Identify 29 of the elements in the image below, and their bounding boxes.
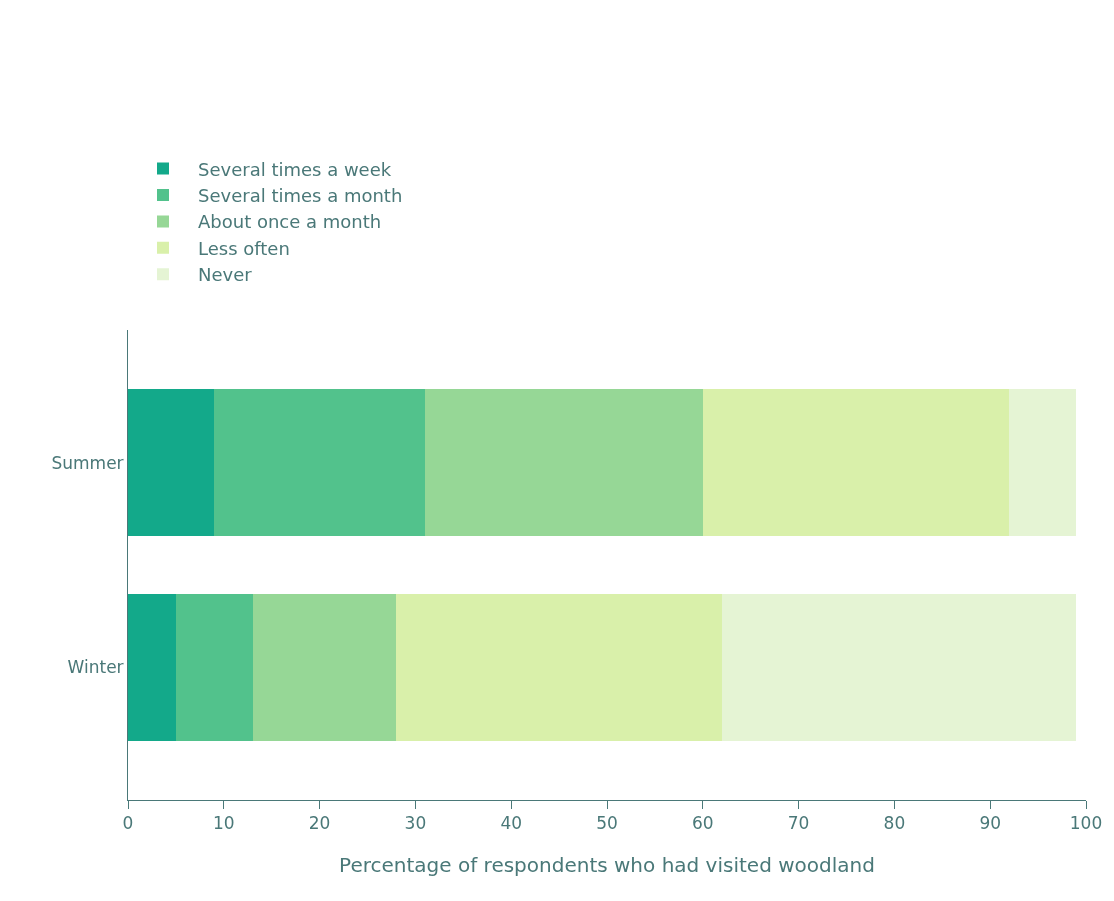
x-tick-label: 50 [596,813,618,834]
bar [1009,389,1077,537]
x-tick-label: 0 [122,813,134,834]
bar [252,593,397,741]
x-tick-label: 70 [787,813,810,834]
x-tick-label: 80 [883,813,906,834]
x-tick-label: 90 [979,813,1002,834]
legend-label: About once a month [198,211,382,233]
y-tick-label: Winter [67,657,124,678]
bar [128,593,176,741]
legend-label: Several times a month [198,185,403,207]
bar [424,389,703,537]
bar [702,389,1010,537]
x-tick-label: 60 [691,813,714,834]
x-tick-label: 20 [308,813,331,834]
legend-label: Less often [198,237,290,259]
bar [396,593,722,741]
x-tick-label: 10 [212,813,235,834]
legend-label: Several times a week [198,158,392,180]
x-tick-label: 40 [500,813,523,834]
bar [128,389,215,537]
x-tick-label: 100 [1069,813,1103,834]
bar [214,389,425,537]
legend-label: Never [198,264,253,286]
bar [175,593,253,741]
x-tick-label: 30 [404,813,427,834]
bar [721,593,1077,741]
x-axis-title: Percentage of respondents who had visited woodland [339,852,875,877]
y-tick-label: Summer [51,452,124,473]
